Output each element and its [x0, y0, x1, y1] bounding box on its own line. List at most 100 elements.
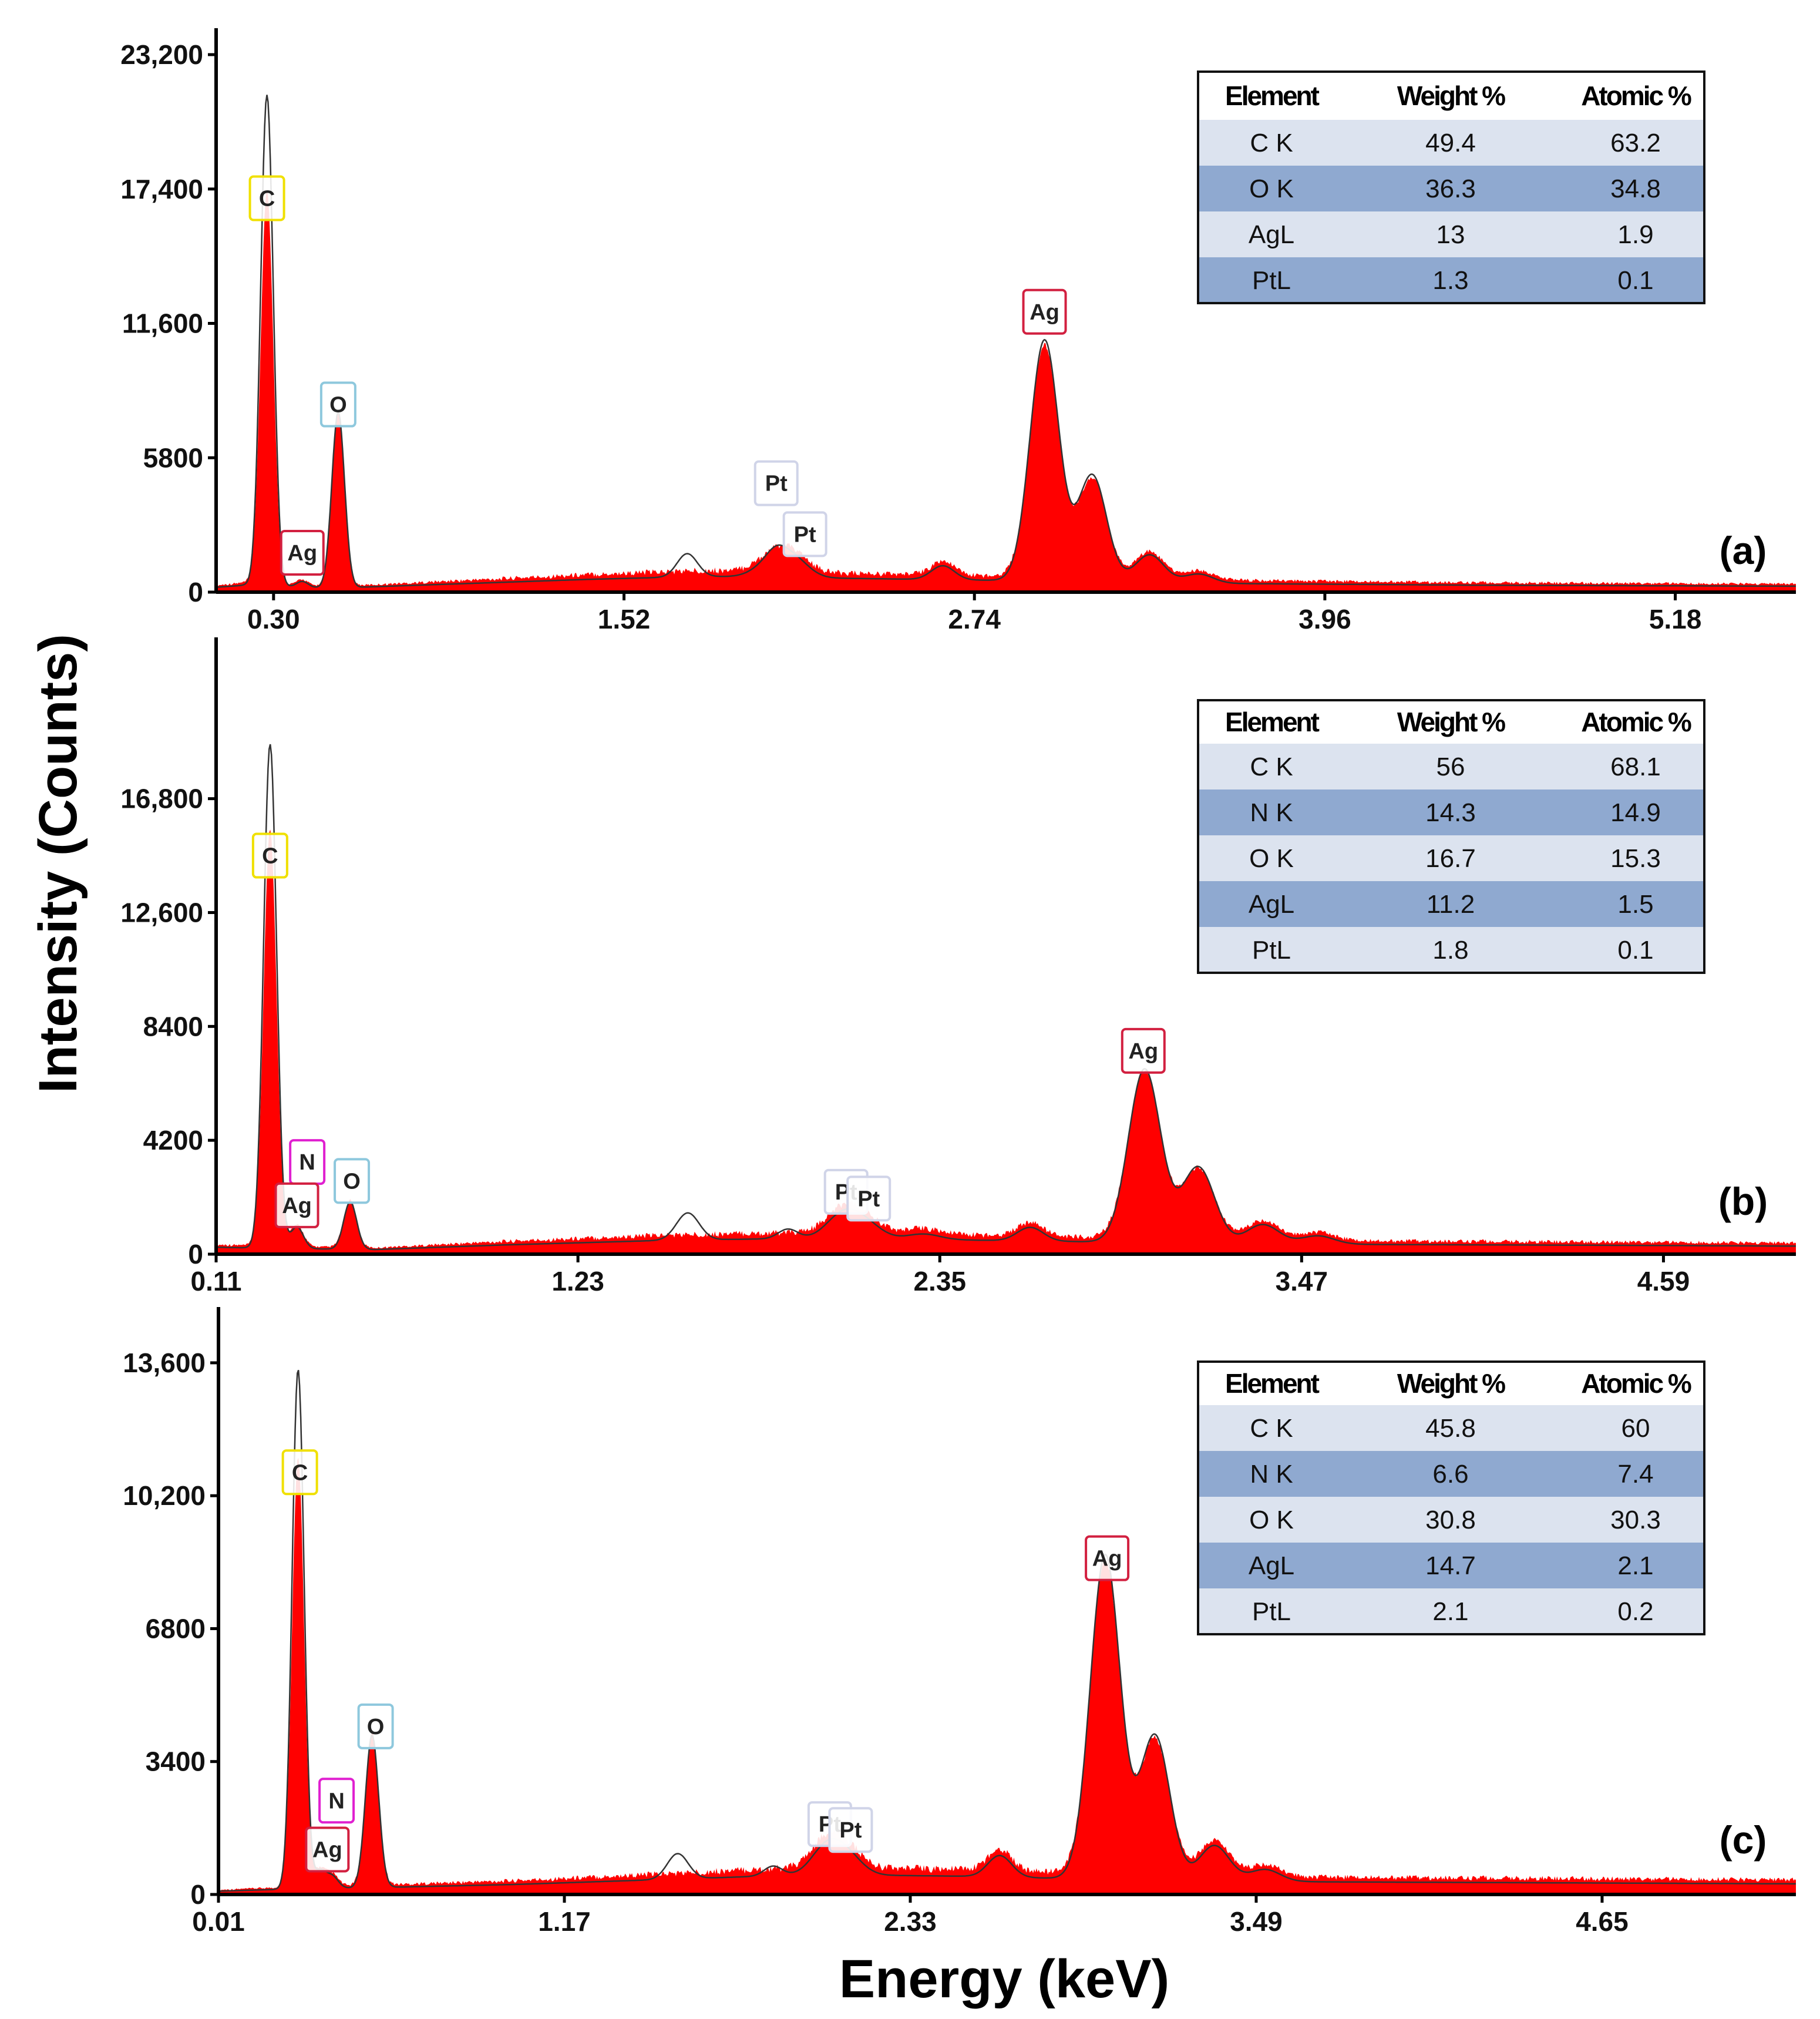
x-tick-label: 2.33 — [884, 1906, 937, 1937]
table-cell: 7.4 — [1617, 1460, 1653, 1489]
peak-label: C — [292, 1460, 308, 1485]
peak-label: Pt — [794, 522, 816, 547]
table-cell: 0.1 — [1617, 266, 1653, 295]
y-tick-label: 5800 — [143, 442, 203, 473]
table-row — [1198, 257, 1704, 303]
panels: 0 5800 11,600 17,400 23,200 0.30 1.52 2.74 3.96 5… — [120, 28, 1796, 1937]
peak-label-box — [1022, 288, 1067, 335]
table-cell: 2.1 — [1432, 1597, 1468, 1626]
spectrum-outline — [218, 1369, 1796, 1892]
table-row — [1198, 835, 1704, 881]
table-row — [1198, 881, 1704, 927]
peak-label-box — [357, 1703, 394, 1749]
peak-label: C — [259, 187, 275, 211]
table-header: Element — [1225, 707, 1320, 737]
composition-table: Element Weight % Atomic % C K 45.8 60 N K 6.6 7.… — [1197, 1360, 1705, 1635]
table-cell: O K — [1249, 844, 1294, 873]
table-cell: N K — [1250, 1460, 1293, 1489]
peak-label: Ag — [1128, 1039, 1158, 1064]
y-tick-label: 3400 — [146, 1746, 206, 1777]
y-tick-label: 10,200 — [123, 1480, 206, 1511]
y-tick-label: 0 — [188, 1239, 203, 1269]
table-cell: 68.1 — [1610, 752, 1661, 781]
peak-label-box — [782, 511, 827, 557]
table-cell: AgL — [1249, 890, 1294, 919]
table-cell: 56 — [1437, 752, 1465, 781]
table-cell: PtL — [1252, 936, 1291, 965]
table-row — [1198, 1497, 1704, 1543]
table-header: Atomic % — [1581, 1368, 1691, 1399]
peak-label-box — [318, 1778, 355, 1824]
panel-b: 0 4200 8400 12,600 16,800 0.11 1.23 2.35 3.47 4.5… — [120, 637, 1796, 1296]
table-cell: 13 — [1437, 220, 1465, 249]
peak-label: Pt — [857, 1187, 880, 1211]
peak-label-box — [248, 175, 285, 221]
x-tick-label: 4.65 — [1576, 1906, 1629, 1937]
y-tick-label: 17,400 — [120, 174, 203, 204]
table-cell: AgL — [1249, 220, 1294, 249]
panel-label: (c) — [1720, 1818, 1767, 1862]
table-row — [1198, 790, 1704, 835]
table-cell: 14.3 — [1425, 798, 1476, 827]
table-header: Element — [1225, 1368, 1320, 1399]
peak-label: C — [262, 844, 278, 869]
table-border — [1197, 699, 1705, 974]
x-axis-title: Energy (keV) — [839, 1949, 1169, 2009]
peak-label: Ag — [282, 1194, 312, 1218]
panel-label: (b) — [1718, 1180, 1768, 1223]
table-cell: PtL — [1252, 266, 1291, 295]
panel-a: 0 5800 11,600 17,400 23,200 0.30 1.52 2.74 3.96 5… — [120, 28, 1796, 634]
peak-label: O — [343, 1169, 361, 1194]
table-cell: 1.3 — [1432, 266, 1468, 295]
peak-label: N — [299, 1150, 315, 1175]
table-header: Atomic % — [1581, 80, 1691, 111]
table-cell: 30.3 — [1610, 1506, 1661, 1534]
table-row — [1198, 1451, 1704, 1497]
x-tick-label: 5.18 — [1649, 604, 1702, 634]
table-cell: 0.2 — [1617, 1597, 1653, 1626]
x-tick-label: 2.74 — [948, 604, 1001, 634]
table-cell: 6.6 — [1432, 1460, 1468, 1489]
y-tick-label: 12,600 — [120, 897, 203, 928]
table-row — [1198, 211, 1704, 257]
table-cell: PtL — [1252, 1597, 1291, 1626]
x-tick-label: 1.17 — [538, 1906, 591, 1937]
table-row — [1198, 744, 1704, 790]
table-header: Weight % — [1397, 707, 1505, 737]
peak-label: O — [329, 393, 347, 418]
table-row — [1198, 1588, 1704, 1634]
table-header: Weight % — [1397, 1368, 1505, 1399]
peak-label-box — [753, 460, 799, 506]
peak-label: O — [367, 1715, 385, 1739]
x-tick-label: 3.49 — [1230, 1906, 1283, 1937]
y-tick-label: 11,600 — [122, 308, 203, 339]
peak-label: Pt — [839, 1818, 862, 1843]
x-tick-label: 0.11 — [191, 1266, 242, 1296]
table-cell: 14.7 — [1425, 1551, 1476, 1580]
peak-label-box — [1085, 1535, 1130, 1581]
x-tick-label: 4.59 — [1637, 1266, 1690, 1296]
x-tick-label: 2.35 — [913, 1266, 966, 1296]
peak-label-box — [281, 1449, 318, 1496]
table-row — [1198, 120, 1704, 166]
peak-label-box — [846, 1175, 892, 1222]
table-row — [1198, 927, 1704, 973]
y-tick-label: 8400 — [143, 1011, 203, 1042]
peak-label: Pt — [765, 472, 788, 496]
table-border — [1197, 70, 1705, 304]
peak-label: Ag — [312, 1837, 342, 1862]
table-cell: O K — [1249, 1506, 1294, 1534]
panel-label: (a) — [1720, 529, 1767, 572]
table-cell: 15.3 — [1610, 844, 1661, 873]
table-cell: 11.2 — [1427, 890, 1475, 919]
y-tick-label: 23,200 — [120, 39, 203, 70]
table-cell: N K — [1250, 798, 1293, 827]
table-cell: 1.5 — [1617, 890, 1653, 919]
peak-label-box — [280, 529, 325, 576]
peak-label: N — [328, 1789, 344, 1813]
table-cell: C K — [1250, 129, 1293, 157]
y-tick-label: 0 — [188, 577, 203, 607]
peak-label-box — [1121, 1027, 1166, 1074]
x-tick-label: 3.47 — [1276, 1266, 1328, 1296]
